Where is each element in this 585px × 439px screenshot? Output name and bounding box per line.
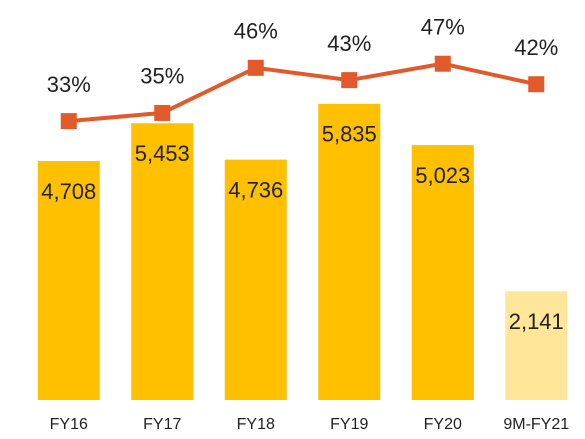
value-label: 5,835 (322, 122, 377, 147)
marker (154, 104, 171, 121)
bar (131, 123, 194, 400)
bar (505, 291, 568, 400)
bar (411, 145, 474, 400)
marker (60, 113, 77, 130)
value-label: 4,708 (41, 179, 96, 204)
value-label: 35% (140, 64, 184, 89)
value-label: 4,736 (228, 177, 283, 202)
x-tick-label: FY17 (143, 416, 181, 433)
value-label: 43% (327, 31, 371, 56)
value-label: 46% (234, 19, 278, 44)
x-tick-label: FY19 (330, 416, 368, 433)
x-tick-label: FY20 (424, 416, 462, 433)
bar (224, 159, 287, 400)
x-tick-label: FY16 (50, 416, 88, 433)
x-tick-label: FY18 (237, 416, 275, 433)
value-label: 33% (47, 72, 91, 97)
marker (341, 72, 358, 89)
marker (528, 76, 545, 93)
value-label: 42% (514, 35, 558, 60)
marker (247, 59, 264, 76)
bar (37, 161, 100, 400)
value-label: 5,453 (135, 141, 190, 166)
bar (318, 103, 381, 400)
value-label: 5,023 (415, 163, 470, 188)
line (68, 61, 537, 124)
x-tick-label: 9M-FY21 (503, 416, 569, 433)
marker (434, 55, 451, 72)
value-label: 47% (421, 15, 465, 40)
value-label: 2,141 (509, 309, 564, 334)
